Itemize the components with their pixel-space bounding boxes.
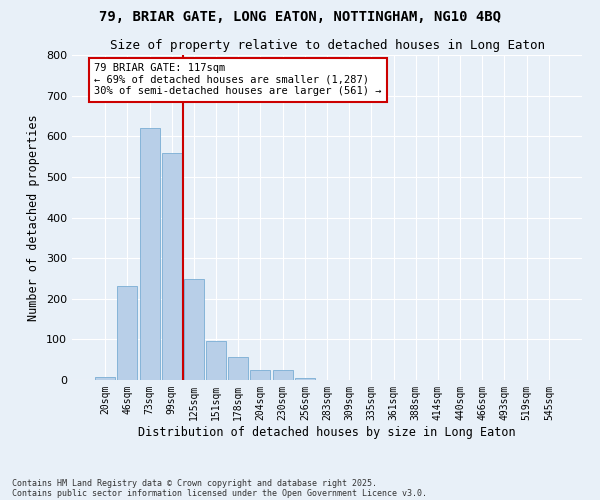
- Bar: [118, 286, 137, 380]
- Bar: [162, 152, 182, 380]
- X-axis label: Distribution of detached houses by size in Long Eaton: Distribution of detached houses by size …: [138, 426, 516, 438]
- Bar: [206, 340, 226, 380]
- Bar: [295, 378, 315, 380]
- Text: Contains public sector information licensed under the Open Government Licence v3: Contains public sector information licen…: [12, 488, 427, 498]
- Bar: [95, 377, 115, 380]
- Bar: [250, 370, 271, 380]
- Bar: [184, 279, 204, 380]
- Text: 79 BRIAR GATE: 117sqm
← 69% of detached houses are smaller (1,287)
30% of semi-d: 79 BRIAR GATE: 117sqm ← 69% of detached …: [94, 63, 382, 96]
- Y-axis label: Number of detached properties: Number of detached properties: [28, 114, 40, 321]
- Bar: [140, 128, 160, 380]
- Bar: [228, 357, 248, 380]
- Title: Size of property relative to detached houses in Long Eaton: Size of property relative to detached ho…: [110, 40, 545, 52]
- Text: 79, BRIAR GATE, LONG EATON, NOTTINGHAM, NG10 4BQ: 79, BRIAR GATE, LONG EATON, NOTTINGHAM, …: [99, 10, 501, 24]
- Bar: [272, 370, 293, 380]
- Text: Contains HM Land Registry data © Crown copyright and database right 2025.: Contains HM Land Registry data © Crown c…: [12, 478, 377, 488]
